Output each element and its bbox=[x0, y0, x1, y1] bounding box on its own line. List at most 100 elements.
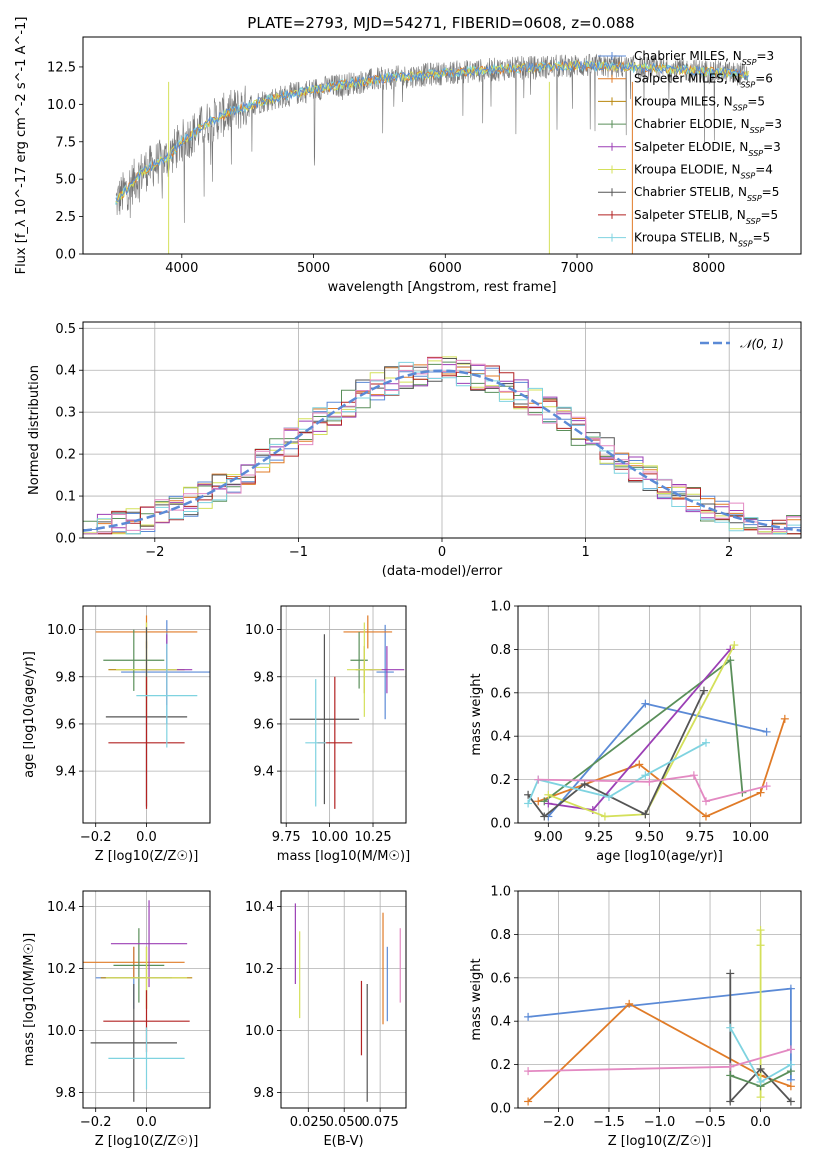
series-line bbox=[527, 1002, 792, 1103]
legend-label: Chabrier MILES, NSSP=3 bbox=[634, 49, 774, 67]
series-lines bbox=[524, 641, 789, 821]
x-tick-label: 10.00 bbox=[311, 830, 348, 845]
legend-label: Kroupa MILES, NSSP=5 bbox=[634, 94, 765, 112]
axes-frame bbox=[82, 605, 211, 824]
x-tick-label: −0.5 bbox=[694, 1115, 726, 1130]
errorbar-points bbox=[95, 615, 210, 809]
x-axis-label: Z [log10(Z/Z☉)] bbox=[95, 1134, 199, 1149]
x-tick-label: −0.2 bbox=[80, 830, 112, 845]
y-tick-label: 0.0 bbox=[490, 1102, 511, 1117]
axes-frame bbox=[517, 890, 802, 1109]
y-tick-label: 0.2 bbox=[490, 773, 511, 788]
x-axis-label: wavelength [Angstrom, rest frame] bbox=[328, 280, 557, 295]
y-tick-label: 10.4 bbox=[47, 900, 76, 915]
x-tick-label: −0.2 bbox=[80, 1115, 112, 1130]
y-tick-label: 10.0 bbox=[245, 623, 274, 638]
x-tick-label: 6000 bbox=[429, 261, 462, 276]
x-tick-label: 9.00 bbox=[534, 830, 563, 845]
y-axis-label: mass weight bbox=[469, 958, 484, 1040]
x-tick-label: 9.75 bbox=[685, 830, 714, 845]
x-axis-label: mass [log10(M/M☉)] bbox=[277, 849, 410, 864]
y-tick-label: 0.8 bbox=[490, 928, 511, 943]
grid bbox=[281, 891, 406, 1108]
age-vs-metallicity-panel: −0.2 0.0 9.4 9.6 9.8 10.0 Z [log10(Z/Z☉)] age [… bbox=[22, 605, 211, 864]
y-tick-label: 9.4 bbox=[253, 765, 274, 780]
x-axis-label: Z [log10(Z/Z☉)] bbox=[608, 1134, 712, 1149]
y-tick-label: 9.6 bbox=[55, 717, 76, 732]
y-tick-label: 9.4 bbox=[55, 765, 76, 780]
errorbar-points bbox=[294, 903, 401, 1102]
y-tick-label: 1.0 bbox=[490, 600, 511, 615]
series-line bbox=[547, 702, 767, 818]
legend-label: Chabrier STELIB, NSSP=5 bbox=[634, 185, 779, 203]
legend-label: Kroupa STELIB, NSSP=5 bbox=[634, 231, 770, 249]
y-tick-label: 0.6 bbox=[490, 686, 511, 701]
x-tick-label: 7000 bbox=[560, 261, 593, 276]
y-tick-label: 1.0 bbox=[490, 885, 511, 900]
y-tick-label: 0.2 bbox=[55, 448, 76, 463]
series-line bbox=[729, 973, 792, 1104]
x-tick-label: −1.5 bbox=[593, 1115, 625, 1130]
y-tick-label: 0.8 bbox=[490, 643, 511, 658]
x-tick-label: 0.0 bbox=[136, 1115, 157, 1130]
tick-labels: 4000 5000 6000 7000 8000 0.0 2.5 5.0 7.5 10.0 12.5 bbox=[47, 60, 725, 276]
legend: 𝒩(0, 1) bbox=[700, 337, 784, 351]
x-axis-label: Z [log10(Z/Z☉)] bbox=[95, 849, 199, 864]
mass-weight-vs-metallicity-panel: −2.0 −1.5 −1.0 −0.5 0.0 0.0 0.2 0.4 0.6 0.8 1.0 Z [… bbox=[469, 885, 802, 1149]
y-tick-label: 10.0 bbox=[47, 98, 76, 113]
histogram-series bbox=[83, 356, 801, 535]
x-tick-label: −2.0 bbox=[543, 1115, 575, 1130]
y-tick-label: 10.0 bbox=[245, 1024, 274, 1039]
y-tick-label: 2.5 bbox=[55, 210, 76, 225]
figure-title: PLATE=2793, MJD=54271, FIBERID=0608, z=0… bbox=[247, 14, 634, 32]
model-spectrum-line bbox=[115, 59, 749, 202]
y-tick-label: 10.2 bbox=[47, 962, 76, 977]
y-tick-label: 10.4 bbox=[245, 900, 274, 915]
y-tick-label: 0.0 bbox=[55, 532, 76, 547]
y-axis-label: mass [log10(M/M☉)] bbox=[22, 933, 37, 1066]
x-axis-label: E(B-V) bbox=[323, 1134, 363, 1149]
histogram-steps bbox=[83, 356, 801, 535]
x-tick-label: 0.0 bbox=[750, 1115, 771, 1130]
x-tick-label: 9.25 bbox=[584, 830, 613, 845]
x-tick-label: 4000 bbox=[165, 261, 198, 276]
y-axis-label: Normed distribution bbox=[27, 365, 42, 495]
mass-weight-vs-age-panel: 9.00 9.25 9.50 9.75 10.00 0.0 0.2 0.4 0.6 0.8 1.0 a… bbox=[469, 600, 802, 864]
x-tick-label: 0.025 bbox=[290, 1115, 327, 1130]
y-tick-label: 0.4 bbox=[490, 1015, 511, 1030]
x-tick-label: 8000 bbox=[692, 261, 725, 276]
legend-label: Kroupa ELODIE, NSSP=4 bbox=[634, 163, 773, 181]
y-tick-label: 10.2 bbox=[245, 962, 274, 977]
y-axis-label: mass weight bbox=[469, 673, 484, 755]
tick-labels: −0.2 0.0 9.4 9.6 9.8 10.0 bbox=[47, 623, 157, 845]
axes-frame bbox=[280, 605, 407, 824]
y-tick-label: 9.8 bbox=[253, 1086, 274, 1101]
observed-spectrum-line bbox=[115, 53, 749, 223]
y-tick-label: 0.1 bbox=[55, 490, 76, 505]
x-tick-label: 0 bbox=[438, 545, 446, 560]
grid bbox=[83, 322, 801, 539]
model-spectrum-line bbox=[115, 60, 749, 202]
y-tick-label: 12.5 bbox=[47, 60, 76, 75]
y-tick-label: 10.0 bbox=[47, 623, 76, 638]
x-tick-label: −2 bbox=[145, 545, 164, 560]
x-tick-label: 0.0 bbox=[136, 830, 157, 845]
y-tick-label: 9.8 bbox=[55, 670, 76, 685]
model-spectrum-line bbox=[115, 59, 749, 204]
series-line bbox=[547, 644, 736, 818]
x-tick-label: −1 bbox=[289, 545, 308, 560]
x-tick-label: −1.0 bbox=[644, 1115, 676, 1130]
axes-frame bbox=[280, 890, 407, 1109]
x-tick-label: 10.25 bbox=[354, 830, 391, 845]
gaussian-curve bbox=[83, 369, 801, 532]
x-tick-label: 0.075 bbox=[362, 1115, 399, 1130]
y-axis-label: age [log10(age/yr)] bbox=[22, 651, 37, 778]
tick-labels: −2 −1 0 1 2 0.0 0.1 0.2 0.3 0.4 0.5 bbox=[55, 322, 733, 560]
y-tick-label: 0.4 bbox=[55, 364, 76, 379]
axes-frame bbox=[517, 605, 802, 824]
tick-labels: 9.75 10.00 10.25 9.4 9.6 9.8 10.0 bbox=[245, 623, 392, 845]
spectrum-lines bbox=[115, 53, 749, 254]
y-tick-label: 10.0 bbox=[47, 1024, 76, 1039]
